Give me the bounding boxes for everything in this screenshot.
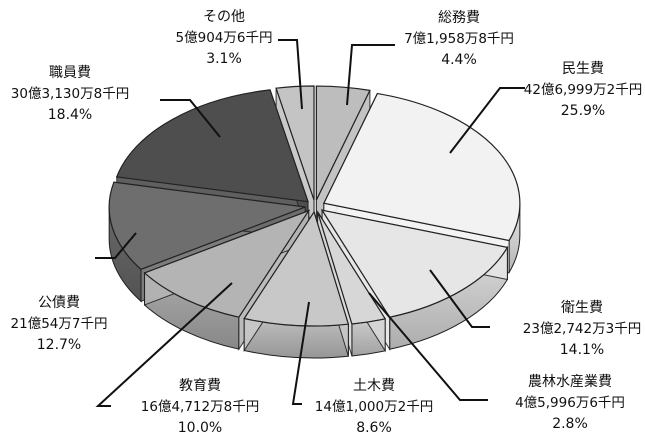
slice-labels: 総務費 7億1,958万8千円 4.4% 民生費 42億6,999万2千円 25.9% 衛生…	[11, 9, 643, 436]
slice-value-label-2: 42億6,999万2千円	[524, 82, 642, 98]
slice-value-label-3: 23億2,742万3千円	[523, 321, 641, 337]
slice-name-label-7: 公債費	[38, 295, 80, 311]
leader-line-7	[95, 232, 137, 259]
slice-percent-label-3: 14.1%	[560, 342, 604, 358]
slice-top-7	[108, 181, 306, 271]
slice-value-label-8: 30億3,130万8千円	[11, 86, 129, 102]
slice-percent-label-4: 2.8%	[552, 416, 588, 432]
slice-percent-label-1: 4.4%	[441, 52, 477, 68]
leader-line-2	[449, 87, 525, 154]
slice-name-label-4: 農林水産業費	[528, 374, 612, 390]
leader-line-9	[278, 39, 303, 110]
slice-side-shade-3	[389, 247, 508, 350]
leader-line-3	[429, 269, 490, 328]
slice-top-8	[115, 89, 309, 203]
slice-top-6	[143, 209, 311, 318]
slice-percent-label-8: 18.4%	[48, 107, 92, 123]
slice-percent-label-9: 3.1%	[206, 51, 242, 67]
leader-line-4	[368, 292, 488, 401]
slice-name-label-9: その他	[203, 9, 245, 25]
slice-name-label-2: 民生費	[562, 61, 604, 77]
slice-name-label-1: 総務費	[438, 10, 480, 26]
leader-lines	[95, 39, 525, 407]
slice-top-4	[317, 211, 387, 325]
slice-name-label-8: 職員費	[49, 65, 91, 81]
slice-top-2	[322, 92, 521, 242]
slice-top-9	[275, 85, 315, 201]
slice-top-1	[315, 85, 371, 201]
leader-line-6	[95, 282, 233, 407]
slice-top-3	[320, 209, 509, 318]
slice-value-label-4: 4億5,996万6千円	[515, 395, 625, 411]
slice-top-5	[243, 210, 350, 327]
slice-5	[243, 210, 350, 359]
leader-line-5	[291, 301, 310, 405]
slice-side-shade-2	[509, 203, 520, 273]
slice-value-label-5: 14億1,000万2千円	[315, 399, 433, 415]
slice-percent-label-5: 8.6%	[356, 420, 392, 436]
leader-line-8	[160, 99, 221, 138]
slice-percent-label-7: 12.7%	[37, 337, 81, 353]
slice-name-label-5: 土木費	[353, 378, 395, 394]
slice-side-shade-7	[109, 207, 142, 302]
slice-name-label-3: 衛生費	[561, 300, 603, 316]
slice-value-label-9: 5億904万6千円	[176, 30, 273, 46]
slice-value-label-6: 16億4,712万8千円	[141, 399, 259, 415]
slice-percent-label-2: 25.9%	[561, 103, 605, 119]
slice-name-label-6: 教育費	[179, 378, 221, 394]
slice-side-shade-5	[244, 318, 349, 358]
slice-value-label-1: 7億1,958万8千円	[404, 31, 514, 47]
leader-line-1	[346, 44, 395, 106]
pie-slices	[108, 85, 521, 359]
slice-value-label-7: 21億54万7千円	[11, 316, 108, 332]
slice-percent-label-6: 10.0%	[178, 420, 222, 436]
